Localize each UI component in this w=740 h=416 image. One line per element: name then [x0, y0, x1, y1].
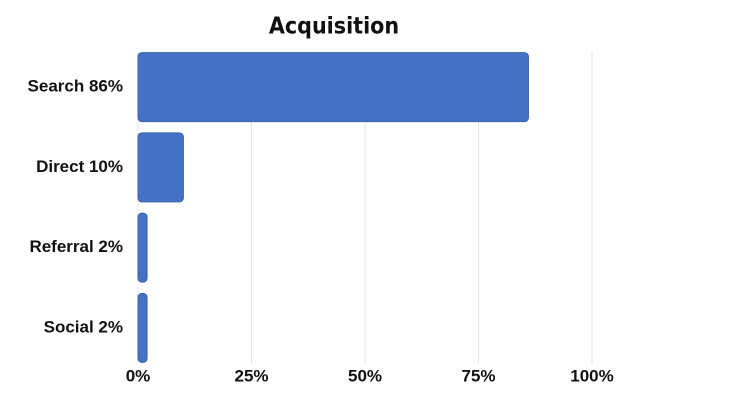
bar	[137, 292, 148, 363]
x-tick-label: 75%	[461, 366, 495, 385]
bar	[137, 52, 529, 123]
y-tick-label: Social 2%	[44, 317, 123, 336]
chart-title: Acquisition	[269, 14, 399, 40]
y-tick-label: Search 86%	[28, 77, 123, 96]
x-tick-label: 0%	[126, 366, 151, 385]
y-tick-label: Referral 2%	[29, 237, 123, 256]
x-tick-label: 25%	[234, 366, 268, 385]
x-tick-label: 100%	[570, 366, 613, 385]
bar	[137, 212, 148, 283]
bar	[137, 132, 184, 203]
x-tick-label: 50%	[348, 366, 382, 385]
y-tick-label: Direct 10%	[36, 157, 123, 176]
